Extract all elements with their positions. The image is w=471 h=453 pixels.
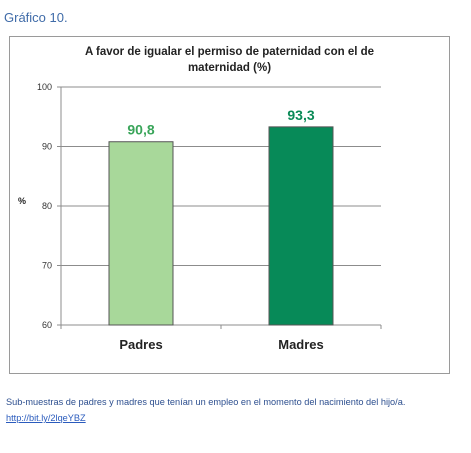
bar-madres: [268, 126, 334, 326]
bar-padres: [108, 141, 174, 326]
source-link[interactable]: http://bit.ly/2lqeYBZ: [6, 413, 86, 423]
y-tick-label: 80: [42, 201, 52, 211]
data-label: 93,3: [287, 107, 314, 123]
chart-title: A favor de igualar el permiso de paterni…: [10, 44, 449, 76]
chart-title-line-2: maternidad (%): [187, 62, 272, 74]
chart-frame: A favor de igualar el permiso de paterni…: [9, 36, 450, 374]
y-tick-label: 100: [37, 82, 52, 92]
y-tick-label: 60: [42, 320, 52, 330]
data-label: 90,8: [127, 122, 154, 138]
chart-caption: Sub-muestras de padres y madres que tení…: [6, 397, 406, 407]
y-tick-label: 90: [42, 142, 52, 152]
x-tick-label: Madres: [278, 337, 324, 352]
bar-chart: 60 70 80 90 100% 90,8 Padres 93,3 Madres: [18, 82, 382, 352]
chart-title-line-1: A favor de igualar el permiso de paterni…: [84, 46, 375, 58]
x-tick-label: Padres: [119, 337, 162, 352]
y-tick-label: 70: [42, 261, 52, 271]
y-axis-label: %: [18, 196, 26, 206]
figure-heading: Gráfico 10.: [4, 10, 68, 25]
